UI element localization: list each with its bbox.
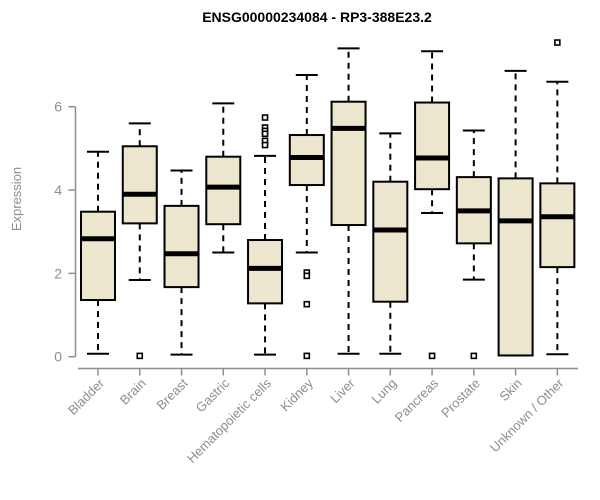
- x-category-label: Lung: [368, 376, 399, 407]
- boxplot-gastric: [205, 102, 242, 254]
- outlier-point: [303, 272, 311, 280]
- y-tick-label: 2: [54, 265, 62, 281]
- outlier-point: [303, 300, 311, 308]
- x-category-label: Liver: [327, 375, 358, 406]
- x-category-label: Unknown / Other: [487, 375, 567, 455]
- box-rect: [163, 204, 200, 289]
- outlier-point: [261, 130, 269, 138]
- x-category-label: Kidney: [277, 375, 316, 414]
- outlier-point: [428, 352, 436, 360]
- box-rect: [205, 155, 242, 226]
- y-axis-label: Expression: [9, 167, 24, 231]
- box-rect: [247, 239, 284, 305]
- x-category-label: Brain: [117, 376, 149, 408]
- boxplot-pancreas: [414, 50, 451, 360]
- y-tick-label: 6: [54, 99, 62, 115]
- outlier-point: [261, 114, 269, 121]
- boxplot-liver: [330, 47, 367, 355]
- box-rect: [372, 180, 409, 303]
- boxplot-unknown-other: [539, 39, 576, 356]
- box-rect: [288, 134, 325, 187]
- box-rect: [497, 177, 534, 357]
- chart-title: ENSG00000234084 - RP3-388E23.2: [202, 9, 432, 25]
- box-rect: [414, 101, 451, 191]
- boxplot-skin: [497, 69, 534, 357]
- outlier-point: [261, 141, 269, 149]
- boxplot-prostate: [455, 129, 492, 360]
- outlier-point: [136, 352, 144, 360]
- outlier-point: [554, 39, 561, 46]
- boxplot-breast: [163, 169, 200, 356]
- box-rect: [539, 182, 576, 269]
- y-tick-label: 4: [54, 182, 62, 198]
- box-rect: [80, 210, 116, 302]
- boxplot-brain: [121, 122, 158, 360]
- boxplot-hematopoietic-cells: [247, 114, 284, 356]
- box-rect: [330, 100, 367, 227]
- boxplot-kidney: [288, 74, 325, 360]
- x-category-label: Bladder: [65, 375, 108, 418]
- outlier-point: [303, 352, 311, 360]
- box-rect: [121, 145, 158, 225]
- x-category-label: Skin: [496, 376, 524, 404]
- boxplot-bladder: [80, 150, 116, 355]
- boxplot-lung: [372, 132, 409, 355]
- x-category-label: Pancreas: [392, 375, 442, 425]
- y-tick-label: 0: [54, 349, 62, 365]
- x-category-label: Breast: [153, 375, 190, 412]
- x-category-label: Prostate: [438, 376, 483, 421]
- outlier-point: [470, 352, 478, 360]
- x-category-label: Gastric: [193, 375, 233, 415]
